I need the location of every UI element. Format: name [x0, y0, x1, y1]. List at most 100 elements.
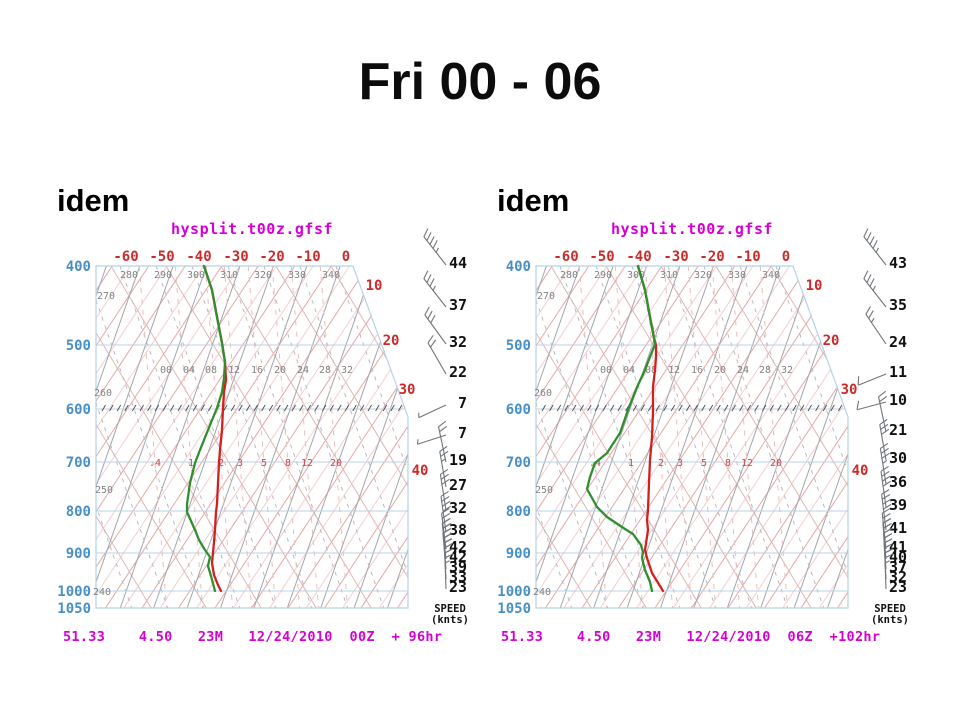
barb-feather [869, 278, 875, 287]
barb-half-feather [872, 285, 876, 291]
isotherm-line [536, 266, 590, 608]
moist-adiabat-line [299, 266, 408, 608]
hatch-tick [314, 404, 319, 412]
barb-staff [417, 434, 447, 445]
temperature-tick-label: -60 [553, 249, 578, 265]
isotherm-line [96, 266, 168, 608]
pressure-tick-label: 400 [66, 259, 91, 275]
mixing-ratio-line [204, 266, 234, 608]
barb-feather [444, 553, 454, 559]
isotherm-line [96, 266, 314, 608]
hatch-tick [261, 404, 266, 412]
barb-feather [869, 236, 875, 245]
wind-speed-value: 32 [889, 568, 907, 586]
salmon-cross-line [536, 266, 592, 608]
gray-row-label: 04 [183, 365, 195, 376]
hatch-tick [375, 404, 380, 412]
moist-adiabat-line [667, 266, 789, 608]
theta-label: 330 [728, 270, 746, 281]
wind-speed-value: 35 [889, 296, 907, 314]
hatch-tick [306, 404, 312, 412]
diagonal-temp-label: 30 [841, 382, 858, 398]
isotherm-line [96, 266, 223, 608]
hatch-tick [594, 404, 600, 412]
hatch-tick [564, 404, 569, 412]
mixing-ratio-line [730, 266, 760, 608]
barb-feather [442, 500, 451, 507]
wind-speed-value: 37 [889, 558, 907, 576]
gray-row-label: 32 [341, 365, 353, 376]
moist-adiabat-line [155, 266, 277, 608]
mixing-ratio-label: 2 [218, 458, 224, 469]
wind-column: 433524111021303639414140373223SPEED(knts… [856, 228, 909, 626]
barb-half-feather [882, 460, 888, 464]
pressure-tick-label: 600 [66, 402, 91, 418]
dry-adiabat-line [626, 266, 748, 608]
hatch-tick [731, 404, 736, 412]
mixing-ratio-line [223, 266, 253, 608]
dry-adiabat-line [220, 266, 341, 608]
mixing-ratio-line [174, 266, 204, 608]
hatch-tick [299, 404, 304, 412]
barb-feather [439, 445, 448, 452]
hatch-tick [268, 404, 274, 412]
wind-speed-value: 32 [449, 499, 467, 517]
mixing-ratio-label: 3 [237, 458, 243, 469]
dry-adiabat-line [353, 266, 408, 608]
station-footer-left: 51.33 4.50 23M 12/24/2010 00Z + 96hr [63, 629, 443, 645]
isotherm-line [856, 266, 960, 608]
theta-edge-label: 270 [97, 291, 115, 302]
wind-barb [884, 548, 894, 590]
hatch-tick [177, 404, 182, 412]
hatch-tick [648, 404, 653, 412]
barb-feather [883, 538, 893, 544]
hatch-tick [693, 404, 698, 412]
theta-label: 290 [154, 270, 172, 281]
barb-feather [443, 533, 452, 539]
barb-staff [857, 373, 887, 386]
isotherm-line [672, 266, 848, 608]
barb-staff [856, 401, 887, 411]
barb-staff [444, 553, 447, 590]
dry-adiabat-line [760, 266, 848, 608]
hatch-tick [185, 404, 190, 412]
wind-speed-value: 40 [889, 548, 907, 566]
theta-edge-label: 250 [535, 485, 553, 496]
theta-edge-label: 240 [533, 587, 551, 598]
isotherm-line [0, 266, 76, 608]
mixing-ratio-label: 3 [677, 458, 683, 469]
station-footer-right: 51.33 4.50 23M 12/24/2010 06Z +102hr [501, 629, 881, 645]
temperature-axis: -60 -50 -40 -30 -20 -10 0 [113, 249, 350, 265]
hatch-tick [291, 404, 296, 412]
barb-staff [439, 451, 447, 488]
gray-row-label: 08 [205, 365, 217, 376]
diagonal-temp-label: 20 [383, 333, 400, 349]
pressure-tick-label: 400 [506, 259, 531, 275]
gray-row-label: 00 [600, 365, 612, 376]
isotherm-line [96, 266, 296, 608]
barb-feather [442, 528, 451, 534]
barb-feather [882, 480, 891, 487]
barb-staff [863, 236, 887, 266]
moist-adiabat-line [96, 266, 169, 608]
plot-frame [95, 265, 409, 609]
hatch-tick [800, 404, 805, 412]
mixing-ratio-label: 12 [741, 458, 753, 469]
hatch-tick [632, 404, 638, 412]
isotherm-line [536, 266, 644, 608]
barb-feather [881, 428, 890, 435]
temperature-tick-label: -60 [113, 249, 138, 265]
wind-barb [437, 420, 448, 463]
mixing-ratio-line [759, 266, 789, 608]
hatch-tick [602, 404, 607, 412]
dewpoint-profile-line [185, 264, 227, 593]
barb-staff [879, 448, 887, 485]
hatch-tick [822, 404, 828, 412]
gray-row-label: 24 [297, 365, 309, 376]
barb-feather [881, 493, 891, 500]
sounding-title-left: hysplit.t00z.gfsf [170, 220, 334, 238]
salmon-cross-line [96, 266, 262, 608]
isotherm-line [96, 266, 150, 608]
hatch-tick [230, 404, 236, 412]
mixing-ratio-label: 1 [628, 458, 634, 469]
